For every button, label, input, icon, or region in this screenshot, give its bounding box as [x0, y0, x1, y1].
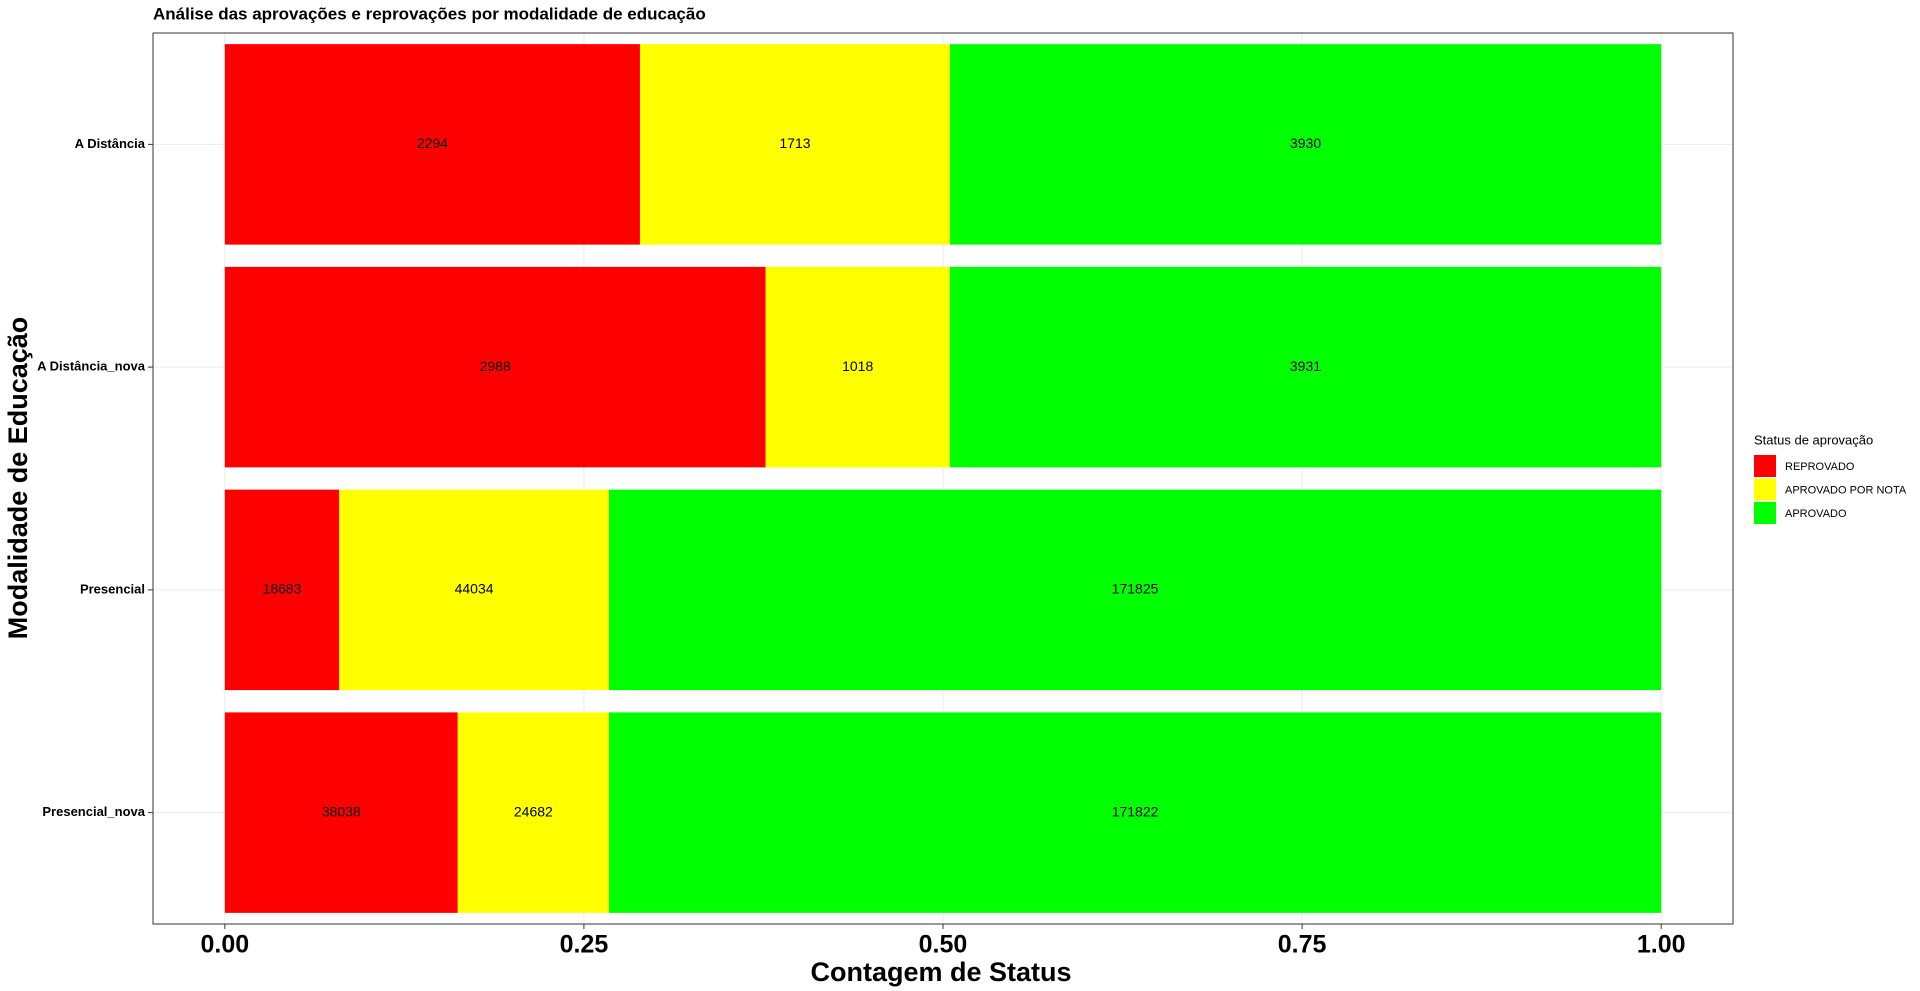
bar-segment — [224, 489, 340, 691]
data-label: 3931 — [1290, 358, 1321, 374]
x-tick-label: 0.75 — [1278, 931, 1327, 959]
data-label: 24682 — [514, 803, 553, 819]
legend-label: REPROVADO — [1785, 461, 1855, 473]
bar-segment — [949, 266, 1662, 468]
bar-segment — [608, 712, 1662, 913]
legend-label: APROVADO — [1785, 508, 1847, 520]
plot-border — [152, 32, 1734, 925]
data-label: 2294 — [417, 135, 448, 151]
bar-segment — [949, 44, 1662, 245]
data-label: 38038 — [322, 803, 361, 819]
x-axis-title: Contagem de Status — [810, 957, 1071, 987]
bar-segment — [457, 712, 609, 913]
y-tick-label: Presencial — [80, 581, 145, 596]
data-label: 44034 — [455, 581, 494, 597]
x-tick-label: 0.50 — [919, 931, 968, 959]
data-label: 1713 — [779, 135, 810, 151]
x-tick-label: 0.00 — [200, 931, 249, 959]
data-label: 1018 — [842, 358, 873, 374]
bar-segment — [765, 266, 950, 468]
y-tick-label: Presencial_nova — [42, 804, 145, 819]
bar-segment — [339, 489, 609, 691]
bar-segment — [608, 489, 1662, 691]
bar-segment — [224, 44, 640, 245]
bar-segment — [639, 44, 950, 245]
chart-title: Análise das aprovações e reprovações por… — [153, 4, 706, 23]
data-label: 171822 — [1112, 803, 1159, 819]
bar-segment — [224, 266, 766, 468]
y-axis-title: Modalidade de Educação — [3, 317, 33, 640]
bar-segment — [224, 712, 458, 913]
y-tick-label: A Distância — [75, 136, 146, 151]
legend-key — [1754, 455, 1776, 477]
legend-key — [1754, 502, 1776, 524]
data-label: 3930 — [1290, 135, 1321, 151]
data-label: 18683 — [263, 581, 302, 597]
data-label: 171825 — [1112, 581, 1159, 597]
data-label: 2988 — [480, 358, 511, 374]
x-tick-label: 0.25 — [560, 931, 609, 959]
y-tick-label: A Distância_nova — [37, 359, 146, 374]
x-tick-label: 1.00 — [1637, 931, 1686, 959]
legend-label: APROVADO POR NOTA — [1785, 484, 1907, 496]
legend-key — [1754, 478, 1776, 501]
legend-title: Status de aprovação — [1754, 432, 1873, 447]
